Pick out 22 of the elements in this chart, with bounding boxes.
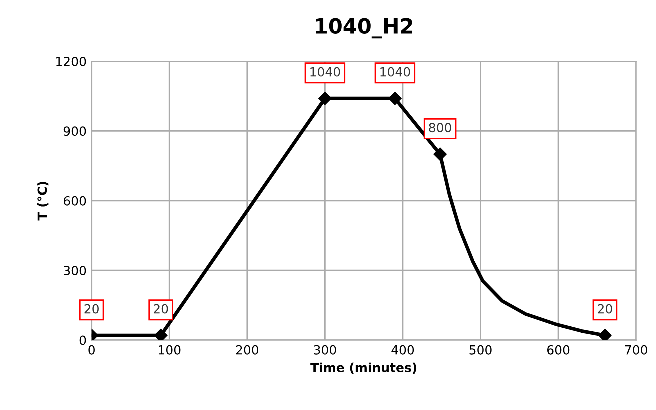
x-axis-title: Time (minutes) [310,362,417,374]
x-tick-label: 300 [314,345,336,355]
data-label: 20 [598,304,612,314]
y-axis-title: T (°C) [38,182,49,221]
x-tick-label: 0 [88,345,95,355]
data-label: 1040 [380,67,410,77]
x-tick-label: 700 [625,345,648,355]
y-tick-label: 600 [64,196,86,206]
data-label: 20 [154,304,168,314]
x-tick-label: 500 [470,345,492,355]
x-tick-label: 600 [547,345,570,355]
x-tick-label: 100 [159,345,181,355]
y-tick-label: 900 [64,126,86,136]
data-label: 800 [429,123,452,133]
data-label: 1040 [310,67,340,77]
y-tick-label: 0 [80,336,86,346]
y-tick-label: 300 [64,266,86,276]
chart-title: 1040_H2 [316,18,412,39]
x-tick-label: 400 [392,345,414,355]
data-label: 20 [84,304,99,314]
y-tick-label: 1200 [56,56,86,66]
x-tick-label: 200 [236,345,259,355]
